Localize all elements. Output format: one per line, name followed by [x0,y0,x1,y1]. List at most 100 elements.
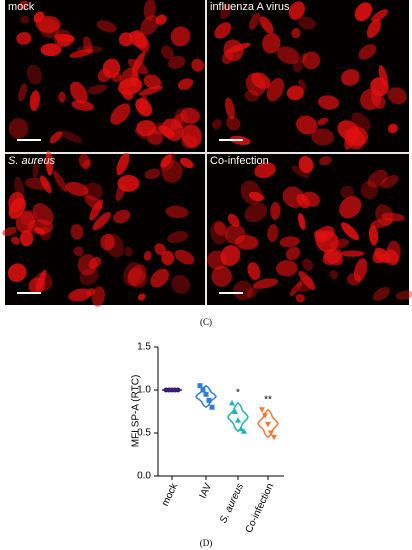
cell [129,31,148,49]
cell [340,250,365,257]
cell [373,287,390,301]
cell [127,267,148,288]
cell [88,256,102,269]
cell [298,155,314,174]
data-point [235,417,241,423]
cell [322,248,342,266]
panel-label: mock [8,1,35,13]
cell [161,45,174,60]
cell [247,262,261,281]
cell [123,262,142,286]
data-point [200,387,206,393]
data-point [229,399,235,406]
cell [86,288,96,297]
cell [295,293,305,303]
significance: ** [264,394,272,405]
cell [83,36,93,54]
cell [144,168,161,180]
cell [8,118,29,139]
cell [32,203,54,226]
data-point [206,397,212,403]
violin [227,401,249,433]
cell [211,266,232,287]
x-tick-label: IAV [198,481,215,500]
cell [58,91,66,103]
cell [130,71,140,88]
cell [314,229,329,240]
y-tick-label: 1.5 [137,342,151,353]
cell [92,212,111,231]
cell [2,226,17,237]
cell [150,268,170,288]
cell [154,243,166,256]
y-axis-title: MFI SP-A (RTC) [131,375,142,448]
cell [124,246,133,257]
cell [375,204,394,226]
cell [113,209,131,224]
cells [8,0,205,149]
cell [339,196,362,219]
cell [246,287,258,299]
cell [251,72,271,90]
data-point [259,407,265,413]
cell [317,117,329,126]
cell [18,83,28,102]
cell [100,233,115,251]
cell [178,78,194,90]
data-point [265,421,271,428]
cell [32,161,39,179]
cell [137,293,146,301]
cell [235,235,259,250]
panel-label: S. aureus [8,155,56,167]
cell [20,229,34,247]
cell [341,69,360,86]
cell [368,225,379,246]
cell [170,113,184,131]
data-point [175,387,181,393]
x-tick-label: mock [160,481,180,508]
cell [65,181,89,197]
cell [135,98,153,117]
cell [360,181,378,200]
cell [29,90,40,111]
cell [214,22,232,39]
cell [222,50,234,65]
cell [270,201,281,220]
cell [161,250,175,266]
y-tick-label: 0.0 [137,471,151,482]
cell [170,26,191,47]
cell [121,88,134,100]
x-tick-label: Co-infection [244,482,277,535]
cell [171,274,191,294]
cell [68,288,92,302]
cell [180,157,194,169]
cell [366,19,381,39]
cell [341,222,359,241]
cells [207,155,412,303]
cell [167,231,189,244]
cell [49,131,63,144]
x-tick-label: S. aureus [218,482,246,525]
cell [180,107,200,124]
cell [73,246,84,257]
cell [19,0,29,10]
cell [267,224,279,242]
cell [76,45,103,53]
data-point [203,391,209,397]
caption-d: (D) [200,538,213,548]
cell [296,115,318,135]
cell [259,16,274,34]
cell [143,74,162,90]
cell [40,43,62,57]
cell [160,154,173,168]
cell [227,213,240,227]
cell [11,236,20,245]
cell [71,100,94,111]
cell [311,128,334,146]
cell [296,276,314,293]
cell [56,34,75,47]
cell [161,159,183,183]
cell [165,205,189,219]
cell [214,221,226,236]
cell [358,44,377,60]
